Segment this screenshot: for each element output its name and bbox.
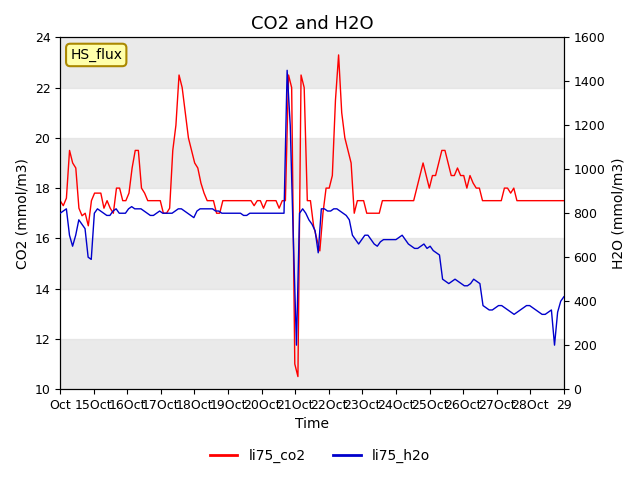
Text: HS_flux: HS_flux [70, 48, 122, 62]
Y-axis label: H2O (mmol/m3): H2O (mmol/m3) [611, 157, 625, 269]
X-axis label: Time: Time [295, 418, 329, 432]
Bar [60, 339, 564, 389]
Y-axis label: CO2 (mmol/m3): CO2 (mmol/m3) [15, 158, 29, 269]
Bar [60, 239, 564, 288]
Bar [60, 37, 564, 87]
Title: CO2 and H2O: CO2 and H2O [251, 15, 373, 33]
Bar [60, 138, 564, 188]
Legend: li75_co2, li75_h2o: li75_co2, li75_h2o [204, 443, 436, 468]
